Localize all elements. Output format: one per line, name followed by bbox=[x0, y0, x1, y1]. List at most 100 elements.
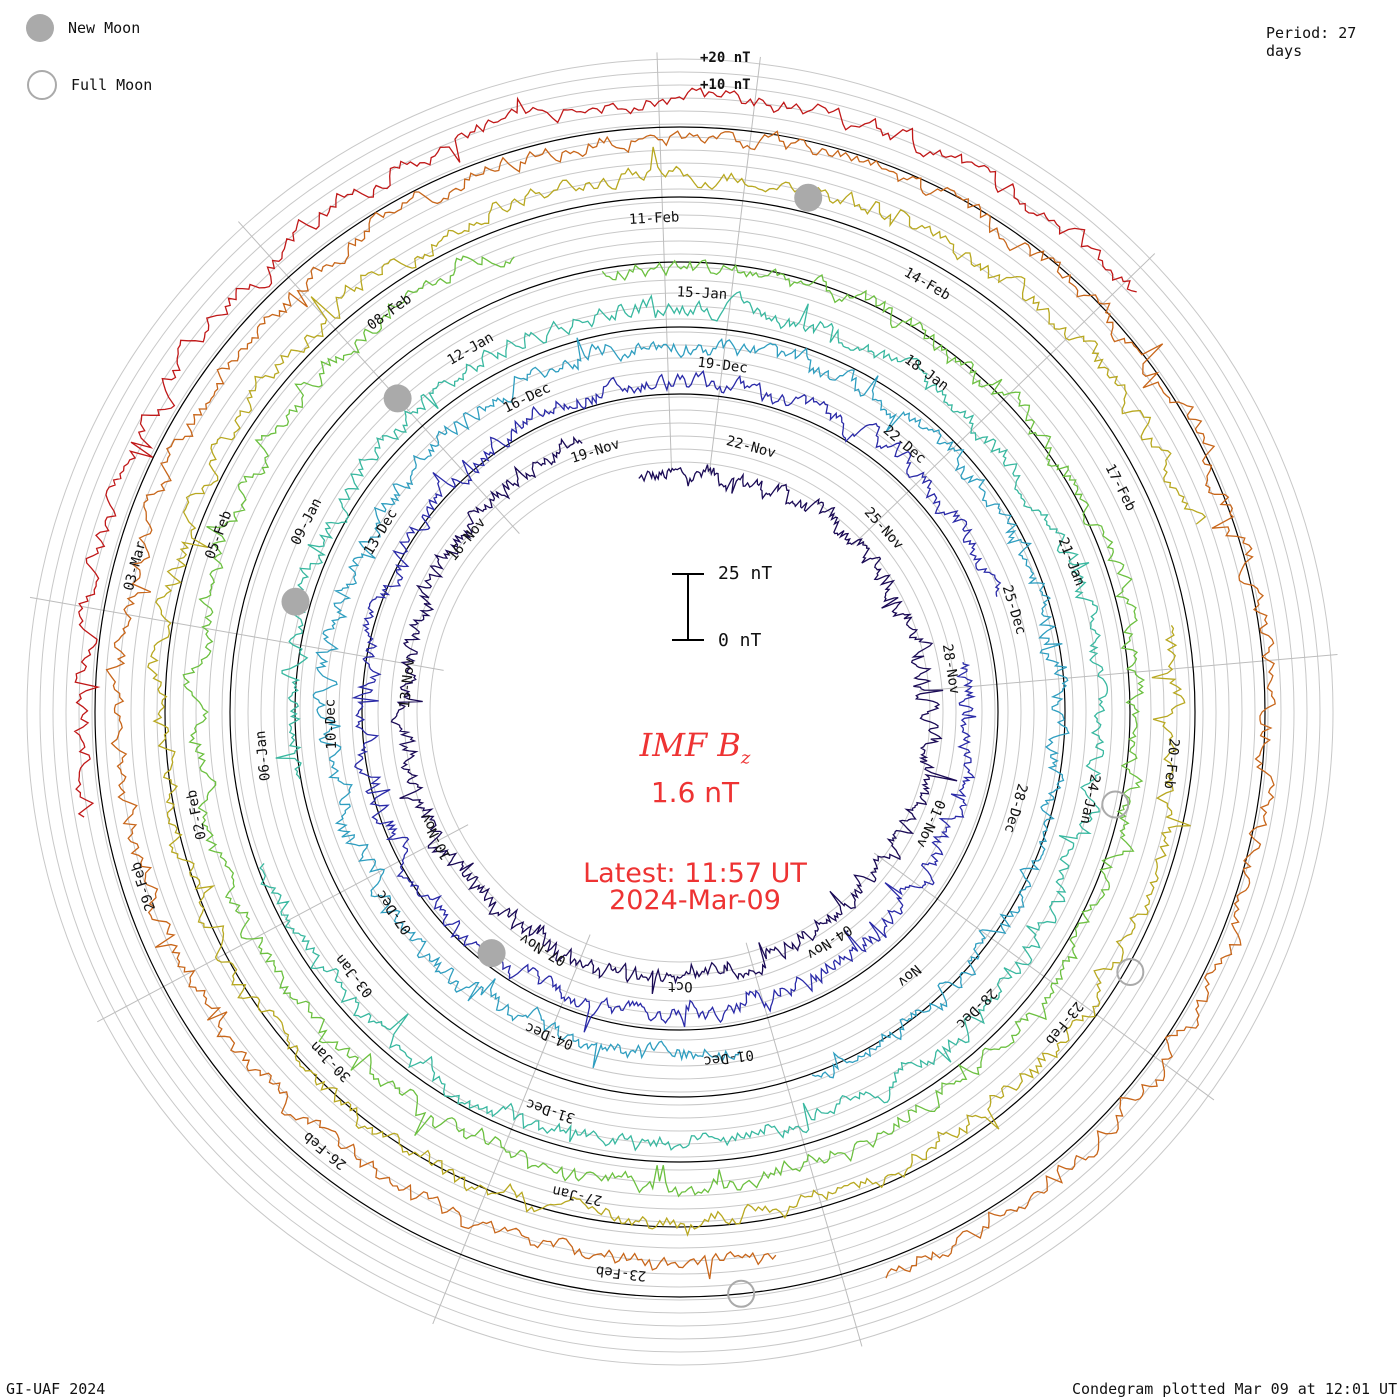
date-tick-label: 23-Feb bbox=[595, 1262, 647, 1283]
grid-ring bbox=[286, 318, 1074, 1106]
baselines bbox=[94, 126, 1266, 1298]
ring-scale-label-20: +20 nT bbox=[700, 50, 751, 66]
grid-ring bbox=[182, 214, 1178, 1210]
date-tick-label: 25-Dec bbox=[999, 583, 1029, 636]
quantity-title: IMF Bz bbox=[560, 726, 830, 768]
grid-ring bbox=[91, 123, 1269, 1301]
grid-ring bbox=[390, 422, 970, 1002]
date-tick-label: 28-Dec bbox=[953, 985, 1000, 1032]
grid-rings bbox=[26, 58, 1334, 1366]
date-tick-label: 06-Jan bbox=[253, 730, 274, 782]
imf-trace-2 bbox=[351, 369, 1002, 1033]
plotted-timestamp: Condegram plotted Mar 09 at 12:01 UT bbox=[1072, 1380, 1398, 1398]
grid-ring bbox=[143, 175, 1217, 1249]
date-tick-label: 04-Nov bbox=[804, 921, 855, 962]
grid-ring bbox=[234, 266, 1126, 1158]
latest-date: 2024-Mar-09 bbox=[609, 885, 781, 916]
grid-ring bbox=[299, 331, 1061, 1093]
date-tick-label: 07-Nov bbox=[517, 930, 569, 969]
imf-trace-8 bbox=[73, 87, 1137, 818]
scale-bar bbox=[672, 573, 704, 641]
quantity-name: IMF B bbox=[639, 726, 741, 764]
latest-time: Latest: 11:57 UT bbox=[583, 858, 807, 889]
grid-ring bbox=[351, 383, 1009, 1041]
date-tick-label: 05-Feb bbox=[202, 508, 235, 561]
grid-ring bbox=[26, 58, 1334, 1366]
legend-full-moon-label: Full Moon bbox=[71, 76, 153, 94]
grid-ring bbox=[104, 136, 1256, 1288]
imf-trace-6 bbox=[147, 146, 1207, 1237]
date-tick-label: 31-Dec bbox=[524, 1095, 577, 1126]
date-tick-label: 12-Jan bbox=[445, 330, 497, 369]
scale-bottom-label: 0 nT bbox=[718, 630, 762, 651]
date-tick-label: 07-Dec bbox=[373, 887, 415, 938]
zero-baseline bbox=[94, 126, 1266, 1298]
imf-trace-7 bbox=[105, 130, 1276, 1280]
date-tick-label: 28-Dec bbox=[1001, 782, 1030, 835]
date-tick-label: 15-Jan bbox=[676, 284, 727, 303]
date-tick-label: 01-Dec bbox=[702, 1046, 754, 1069]
grid-ring bbox=[221, 253, 1139, 1171]
credit-label: GI-UAF 2024 bbox=[6, 1380, 106, 1398]
grid-ring bbox=[429, 461, 931, 963]
date-tick-label: 19-Dec bbox=[696, 355, 748, 377]
grid-ring bbox=[208, 240, 1152, 1184]
date-tick-label: Oct bbox=[667, 978, 692, 994]
full-moon-marker bbox=[1116, 958, 1145, 986]
new-moon-marker bbox=[477, 939, 506, 968]
imf-trace-1 bbox=[390, 435, 958, 995]
date-tick-label: 10-Dec bbox=[322, 699, 340, 750]
radial-spokes bbox=[29, 52, 1338, 1347]
imf-trace-3 bbox=[312, 337, 1070, 1079]
full-moon-marker bbox=[1101, 790, 1130, 819]
legend-new-moon: New Moon bbox=[26, 14, 140, 42]
zero-baseline bbox=[229, 261, 1131, 1163]
ring-scale-label-10: +10 nT bbox=[700, 77, 751, 93]
grid-ring bbox=[364, 396, 996, 1028]
legend-new-moon-label: New Moon bbox=[68, 19, 141, 37]
date-tick-label: 09-Jan bbox=[288, 496, 325, 548]
date-tick-label: 10-Nov bbox=[417, 810, 454, 862]
grid-ring bbox=[325, 357, 1035, 1067]
grid-ring bbox=[273, 305, 1087, 1119]
zero-baseline bbox=[361, 393, 999, 1031]
grid-ring bbox=[65, 97, 1295, 1327]
grid-ring bbox=[130, 162, 1230, 1262]
legend-full-moon: Full Moon bbox=[27, 70, 152, 100]
date-tick-label: 17-Feb bbox=[1102, 462, 1139, 514]
grid-ring bbox=[403, 435, 957, 989]
full-moon-icon bbox=[27, 70, 57, 100]
new-moon-marker bbox=[383, 384, 412, 413]
date-tick-label: 28-Nov bbox=[939, 643, 963, 695]
new-moon-marker bbox=[794, 183, 823, 212]
date-tick-label: 22-Dec bbox=[880, 422, 929, 467]
grid-ring bbox=[195, 227, 1165, 1197]
grid-ring bbox=[338, 370, 1022, 1054]
current-value: 1.6 nT bbox=[650, 776, 740, 809]
grid-ring bbox=[117, 149, 1243, 1275]
zero-baseline bbox=[294, 326, 1066, 1098]
grid-ring bbox=[416, 448, 944, 976]
grid-ring bbox=[52, 84, 1308, 1340]
date-tick-label: Nov bbox=[894, 961, 924, 990]
grid-ring bbox=[169, 201, 1191, 1223]
full-moon-marker bbox=[727, 1279, 756, 1308]
date-tick-label: 21-Jan bbox=[1055, 535, 1088, 588]
data-traces bbox=[73, 87, 1276, 1280]
grid-ring bbox=[39, 71, 1321, 1353]
date-tick-label: 13-Nov bbox=[397, 657, 418, 709]
grid-ring bbox=[312, 344, 1048, 1080]
date-tick-label: 03-Mar bbox=[121, 540, 150, 593]
new-moon-marker bbox=[281, 587, 310, 616]
scale-top-label: 25 nT bbox=[718, 563, 773, 584]
date-tick-label: 20-Feb bbox=[1161, 738, 1182, 790]
date-tick-label: 29-Feb bbox=[128, 860, 159, 913]
quantity-subscript: z bbox=[740, 747, 751, 769]
imf-trace-4 bbox=[259, 290, 1109, 1152]
date-tick-label: 03-Jan bbox=[332, 951, 376, 1000]
grid-ring bbox=[78, 110, 1282, 1314]
period-label: Period: 27 days bbox=[1266, 24, 1357, 60]
moon-markers bbox=[281, 183, 1145, 1308]
new-moon-icon bbox=[26, 14, 54, 42]
